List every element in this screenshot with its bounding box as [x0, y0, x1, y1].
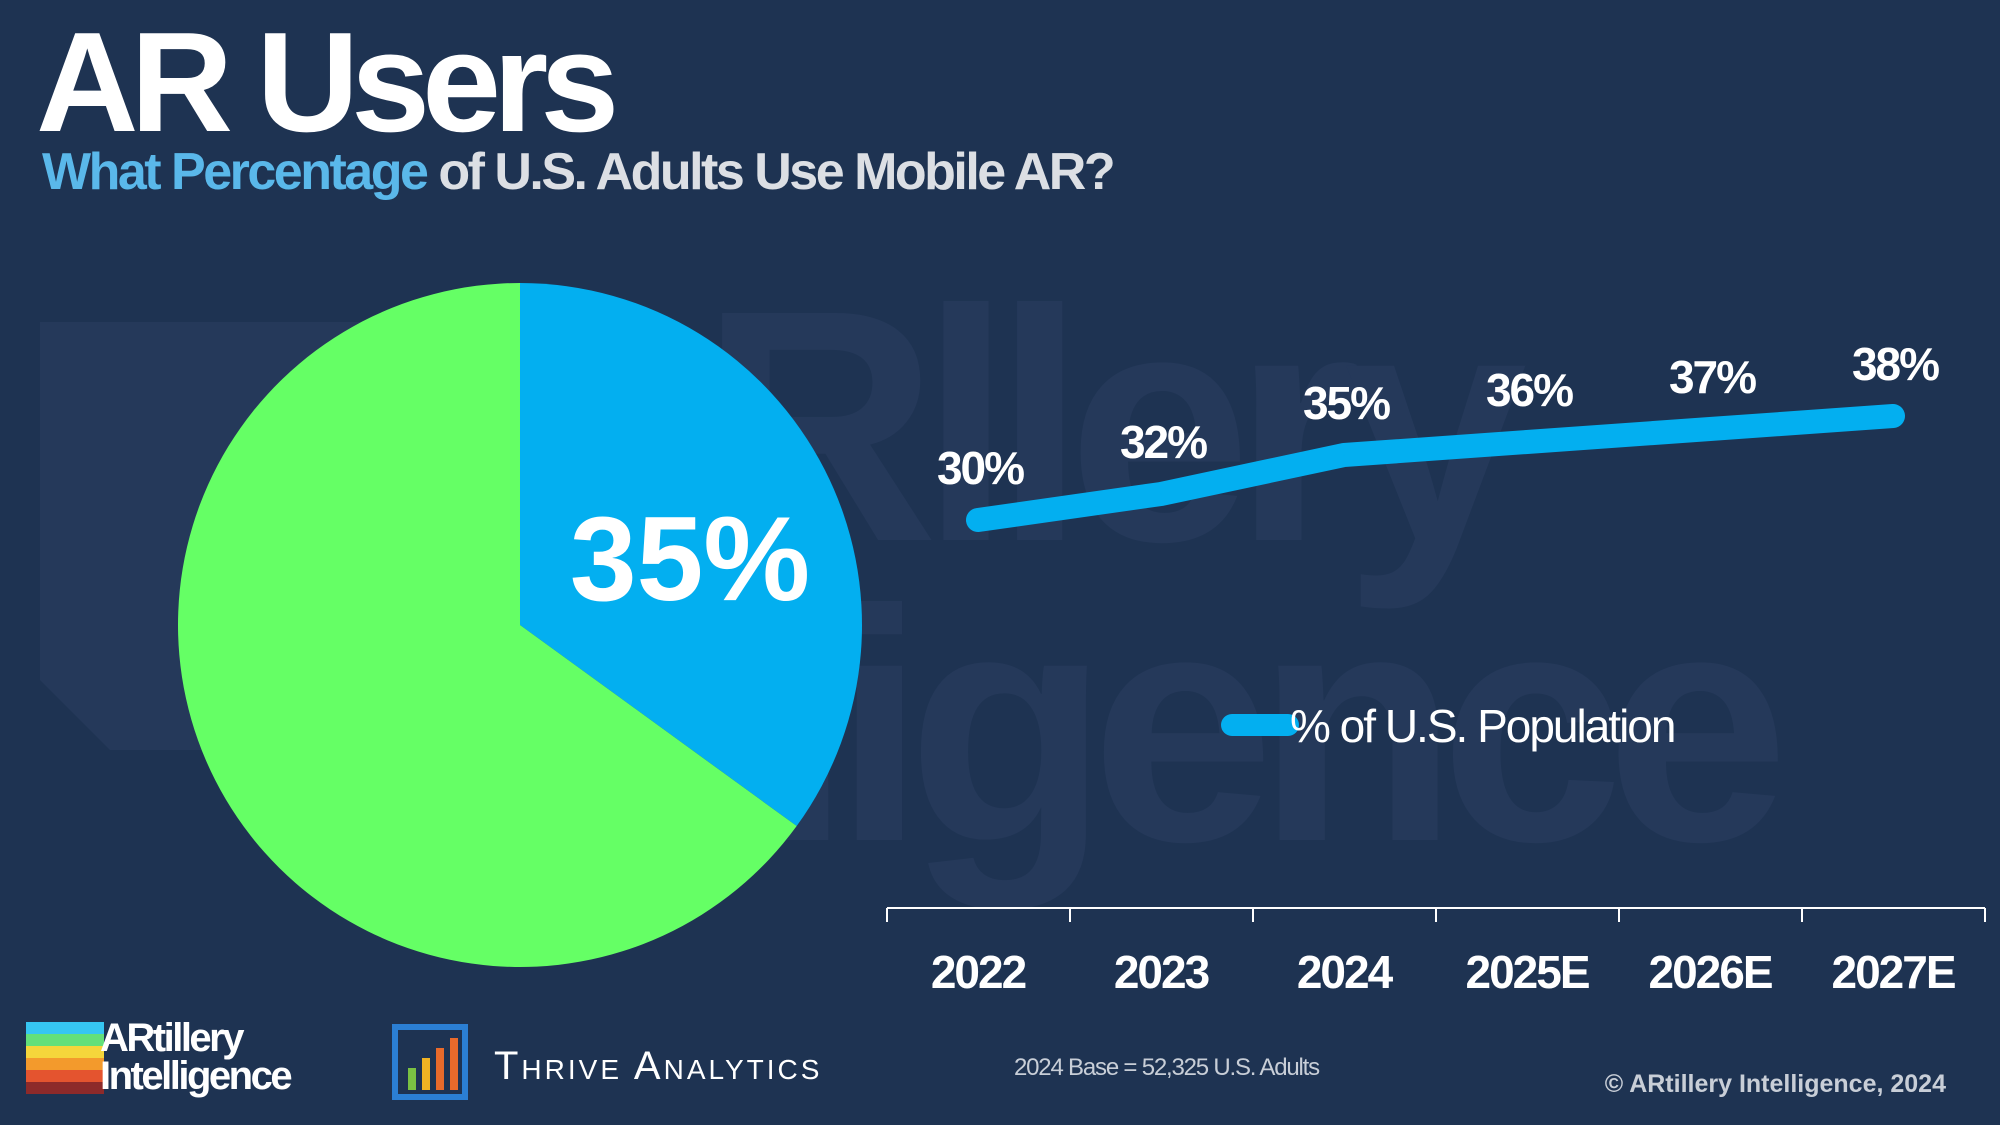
legend-label: % of U.S. Population: [1290, 700, 1674, 752]
data-label-5: 38%: [1852, 338, 1939, 390]
x-tick-label-1: 2023: [1114, 946, 1209, 998]
data-point-5: [1892, 415, 1894, 417]
copyright: © ARtillery Intelligence, 2024: [1604, 1070, 1946, 1098]
pie-center-label: 35%: [570, 492, 810, 626]
subtitle-rest: of U.S. Adults Use Mobile AR?: [426, 143, 1115, 201]
artillery-logo: ARtillery Intelligence: [26, 1018, 356, 1100]
data-label-2: 35%: [1303, 377, 1390, 429]
x-tick-label-4: 2026E: [1648, 946, 1771, 998]
thrive-analytics-logo: Thrive Analytics: [392, 1024, 832, 1100]
data-point-4: [1709, 428, 1711, 430]
data-point-0: [977, 519, 979, 521]
x-tick-label-2: 2024: [1297, 946, 1394, 998]
data-label-0: 30%: [937, 442, 1024, 494]
data-point-2: [1343, 454, 1345, 456]
x-tick-label-3: 2025E: [1465, 946, 1588, 998]
pie-slice-0: [520, 283, 863, 827]
page-title: AR Users: [36, 3, 619, 162]
base-note: 2024 Base = 52,325 U.S. Adults: [1014, 1054, 1320, 1081]
data-label-3: 36%: [1486, 364, 1573, 416]
subtitle-highlight: What Percentage: [42, 143, 429, 201]
x-tick-label-0: 2022: [931, 946, 1026, 998]
artillery-logo-icon: [26, 1022, 104, 1094]
pie-slice-1: [178, 283, 797, 967]
thrive-analytics-name: Thrive Analytics: [494, 1044, 823, 1088]
page-subtitle: What Percentage of U.S. Adults Use Mobil…: [42, 142, 1116, 202]
artillery-logo-line2: Intelligence: [100, 1054, 293, 1098]
bar-chart-icon: [392, 1024, 468, 1100]
x-tick-label-5: 2027E: [1831, 946, 1954, 998]
data-label-1: 32%: [1120, 416, 1207, 468]
data-label-4: 37%: [1669, 351, 1756, 403]
data-point-1: [1160, 493, 1162, 495]
data-point-3: [1526, 441, 1528, 443]
series-line: [966, 404, 1905, 532]
artillery-logo-line1: ARtillery: [100, 1016, 245, 1060]
